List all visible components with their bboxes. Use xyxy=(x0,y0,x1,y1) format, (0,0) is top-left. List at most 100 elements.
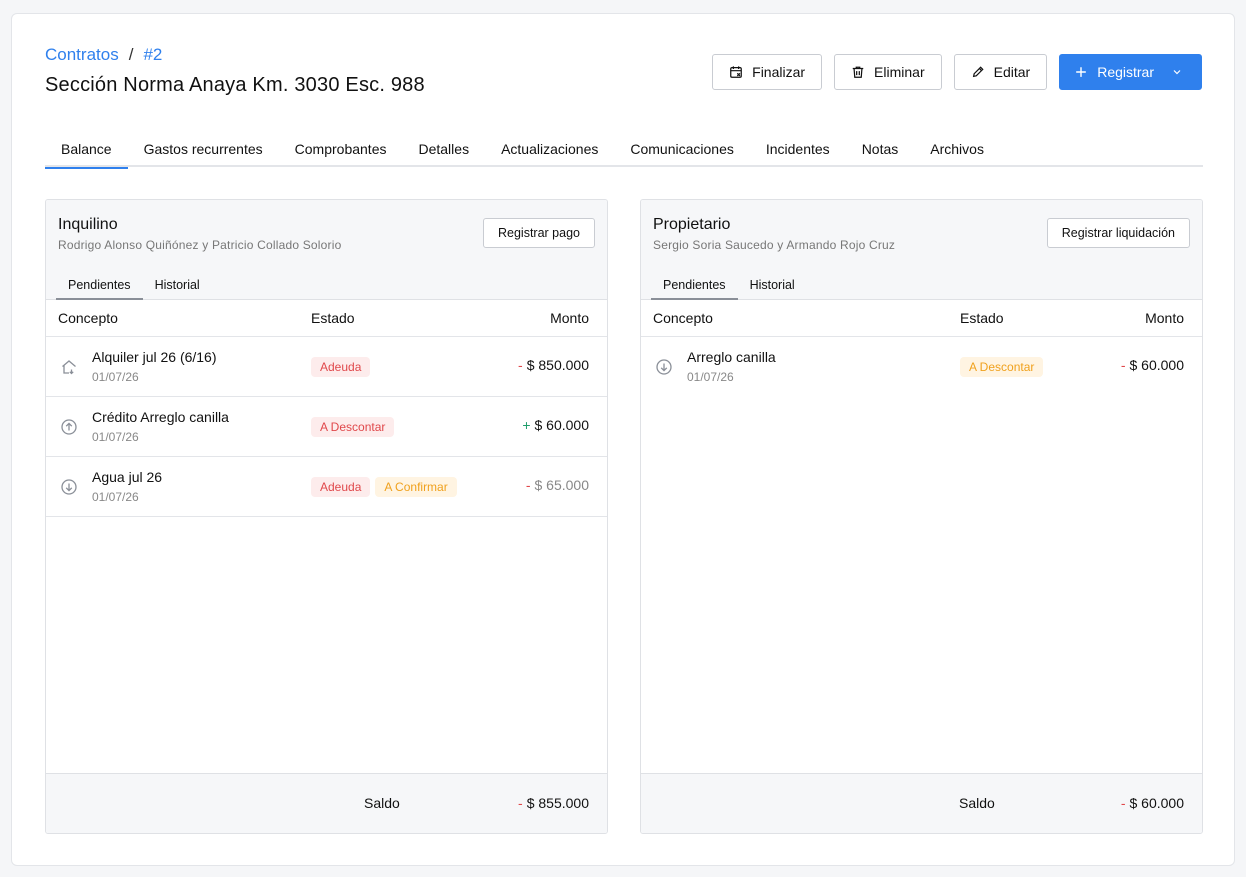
amount-sign: + xyxy=(522,417,531,433)
row-badges: Adeuda A Confirmar xyxy=(311,477,457,497)
tenant-title: Inquilino xyxy=(58,216,118,233)
tenant-panel-header: Inquilino Rodrigo Alonso Quiñónez y Patr… xyxy=(46,200,607,300)
registrar-pago-button[interactable]: Registrar pago xyxy=(483,218,595,248)
eliminar-button[interactable]: Eliminar xyxy=(834,54,942,90)
row-badges: A Descontar xyxy=(311,417,395,437)
row-amount: - $ 60.000 xyxy=(1121,357,1184,373)
tenant-names: Rodrigo Alonso Quiñónez y Patricio Colla… xyxy=(58,238,342,252)
row-concept: Arreglo canilla xyxy=(687,349,776,365)
row-badges: Adeuda xyxy=(311,357,371,377)
row-concept: Alquiler jul 26 (6/16) xyxy=(92,349,217,365)
row-concept: Crédito Arreglo canilla xyxy=(92,409,229,425)
arrow-down-circle-icon xyxy=(61,479,77,495)
calendar-x-icon xyxy=(730,66,743,78)
eliminar-label: Eliminar xyxy=(874,64,925,80)
status-badge: Adeuda xyxy=(311,357,371,377)
column-estado: Estado xyxy=(960,310,1004,326)
breadcrumb-contratos-link[interactable]: Contratos xyxy=(45,45,119,64)
registrar-button[interactable]: Registrar xyxy=(1059,54,1202,90)
finalizar-button[interactable]: Finalizar xyxy=(712,54,823,90)
registrar-liquidacion-button[interactable]: Registrar liquidación xyxy=(1046,218,1190,248)
amount-sign: - xyxy=(1120,357,1126,373)
amount-sign: - xyxy=(1120,795,1126,811)
registrar-label: Registrar xyxy=(1097,64,1154,80)
column-monto: Monto xyxy=(1145,310,1184,326)
amount-value: $ 65.000 xyxy=(534,477,590,493)
tab-actualizaciones[interactable]: Actualizaciones xyxy=(501,141,599,157)
owner-tab-historial[interactable]: Historial xyxy=(749,278,795,292)
contract-tabs: Balance Gastos recurrentes Comprobantes … xyxy=(45,131,1203,169)
amount-value: $ 60.000 xyxy=(1129,357,1185,373)
contract-card: Contratos / #2 Sección Norma Anaya Km. 3… xyxy=(11,13,1235,866)
owner-subtabs: Pendientes Historial xyxy=(651,270,807,300)
row-date: 01/07/26 xyxy=(92,370,139,384)
status-badge: Adeuda xyxy=(311,477,371,497)
row-date: 01/07/26 xyxy=(92,430,139,444)
owner-panel: Propietario Sergio Soria Saucedo y Arman… xyxy=(640,199,1203,834)
pencil-icon xyxy=(972,66,984,78)
tenant-panel: Inquilino Rodrigo Alonso Quiñónez y Patr… xyxy=(45,199,608,834)
amount-value: $ 855.000 xyxy=(526,795,589,811)
plus-icon xyxy=(1076,67,1087,77)
amount-value: $ 850.000 xyxy=(526,357,589,373)
tab-incidentes[interactable]: Incidentes xyxy=(765,141,830,157)
row-amount: + $ 60.000 xyxy=(522,417,589,433)
tenant-tab-historial[interactable]: Historial xyxy=(154,278,200,292)
arrow-down-circle-icon xyxy=(656,359,672,375)
status-badge: A Confirmar xyxy=(375,477,457,497)
house-icon xyxy=(62,360,76,375)
row-badges: A Descontar xyxy=(960,357,1044,377)
row-concept: Agua jul 26 xyxy=(92,469,163,485)
saldo-label: Saldo xyxy=(959,795,995,811)
column-estado: Estado xyxy=(311,310,355,326)
trash-icon xyxy=(852,66,864,78)
table-row[interactable]: Arreglo canilla 01/07/26 A Descontar - $ … xyxy=(641,337,1202,397)
amount-sign: - xyxy=(518,357,523,373)
tenant-footer: Saldo - $ 855.000 xyxy=(46,773,607,833)
tenant-tab-pendientes[interactable]: Pendientes xyxy=(56,270,143,300)
editar-label: Editar xyxy=(993,64,1031,80)
tab-comprobantes[interactable]: Comprobantes xyxy=(294,141,387,157)
saldo-amount: - $ 60.000 xyxy=(1121,795,1184,811)
breadcrumb-current[interactable]: #2 xyxy=(143,45,163,64)
tab-notas[interactable]: Notas xyxy=(861,141,899,157)
owner-panel-header: Propietario Sergio Soria Saucedo y Arman… xyxy=(641,200,1202,300)
tab-comunicaciones[interactable]: Comunicaciones xyxy=(630,141,734,157)
table-row[interactable]: Agua jul 26 01/07/26 Adeuda A Confirmar … xyxy=(46,457,607,517)
amount-sign: - xyxy=(518,795,523,811)
row-amount: - $ 65.000 xyxy=(526,477,589,493)
arrow-up-circle-icon xyxy=(61,419,77,435)
tab-archivos[interactable]: Archivos xyxy=(930,141,984,157)
owner-table-header: Concepto Estado Monto xyxy=(641,300,1202,337)
saldo-label: Saldo xyxy=(364,795,400,811)
chevron-down-icon xyxy=(1173,70,1181,75)
owner-footer: Saldo - $ 60.000 xyxy=(641,773,1202,833)
status-badge: A Descontar xyxy=(960,357,1044,377)
amount-sign: - xyxy=(525,477,531,493)
column-concepto: Concepto xyxy=(58,310,118,326)
row-date: 01/07/26 xyxy=(687,370,734,384)
saldo-amount: - $ 855.000 xyxy=(518,795,589,811)
editar-button[interactable]: Editar xyxy=(953,54,1048,90)
amount-value: $ 60.000 xyxy=(534,417,590,433)
tenant-table-header: Concepto Estado Monto xyxy=(46,300,607,337)
owner-title: Propietario xyxy=(653,216,731,233)
tab-detalles[interactable]: Detalles xyxy=(418,141,470,157)
finalizar-label: Finalizar xyxy=(752,64,806,80)
owner-tab-pendientes[interactable]: Pendientes xyxy=(651,270,738,300)
owner-names: Sergio Soria Saucedo y Armando Rojo Cruz xyxy=(653,238,896,252)
table-row[interactable]: Alquiler jul 26 (6/16) 01/07/26 Adeuda -… xyxy=(46,337,607,397)
row-amount: - $ 850.000 xyxy=(518,357,589,373)
status-badge: A Descontar xyxy=(311,417,395,437)
page-title: Sección Norma Anaya Km. 3030 Esc. 988 xyxy=(45,74,425,96)
column-monto: Monto xyxy=(550,310,589,326)
table-row[interactable]: Crédito Arreglo canilla 01/07/26 A Desco… xyxy=(46,397,607,457)
breadcrumb: Contratos / #2 xyxy=(45,45,162,65)
tab-balance[interactable]: Balance xyxy=(45,131,128,169)
tenant-subtabs: Pendientes Historial xyxy=(56,270,212,300)
amount-value: $ 60.000 xyxy=(1129,795,1185,811)
tab-gastos-recurrentes[interactable]: Gastos recurrentes xyxy=(143,141,263,157)
breadcrumb-separator: / xyxy=(128,45,134,64)
column-concepto: Concepto xyxy=(653,310,713,326)
header-actions: Finalizar Eliminar Editar Registrar xyxy=(712,54,1202,90)
